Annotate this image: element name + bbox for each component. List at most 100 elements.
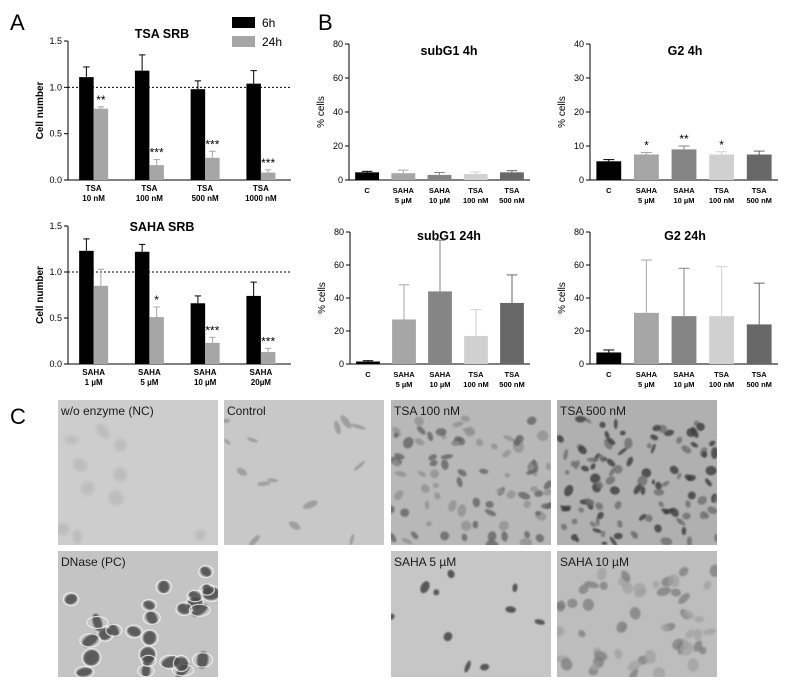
bar-1: [392, 319, 416, 364]
cell: [614, 648, 623, 660]
legend-label-24h: 24h: [262, 35, 282, 49]
cell: [613, 418, 618, 430]
cell-halo: [140, 629, 159, 647]
cell: [590, 663, 599, 671]
x-tick-label: 100 nM: [463, 196, 488, 205]
x-tick-label: TSA: [469, 370, 485, 379]
cell: [690, 442, 699, 448]
cell: [108, 624, 120, 637]
bar-6h-0: [79, 250, 94, 364]
cell: [633, 583, 647, 596]
cell: [630, 530, 638, 539]
cell: [58, 522, 70, 536]
cell: [578, 507, 585, 513]
y-tick-label: 0.0: [49, 359, 62, 369]
y-axis-label: % cells: [317, 282, 328, 314]
cell: [177, 603, 191, 615]
cell: [498, 520, 509, 531]
cell: [646, 443, 652, 449]
cell: [670, 588, 681, 597]
cell: [448, 500, 457, 512]
cell: [678, 519, 682, 524]
significance-label: ***: [261, 334, 275, 348]
x-tick-label: SAHA: [138, 368, 161, 377]
cell: [564, 469, 570, 475]
cell: [557, 626, 565, 637]
bar-24h-1: [149, 165, 164, 180]
cell: [96, 423, 110, 439]
cell: [64, 435, 79, 445]
cell: [685, 500, 691, 508]
cell: [681, 526, 687, 536]
chart-title: TSA SRB: [135, 27, 189, 41]
x-tick-label: 100 nM: [463, 380, 488, 389]
cell: [114, 438, 127, 452]
cell: [505, 606, 517, 613]
cell: [420, 484, 430, 493]
y-tick-label: 40: [574, 39, 584, 49]
cell: [540, 503, 551, 509]
cell: [661, 508, 670, 514]
cell: [604, 430, 610, 439]
micrograph-tile: DNase (PC): [58, 551, 218, 677]
cell: [461, 533, 468, 542]
bar-0: [596, 352, 622, 364]
cell: [433, 589, 440, 596]
bar-6h-2: [190, 303, 206, 364]
x-tick-label: TSA: [752, 370, 768, 379]
y-tick-label: 0.5: [49, 313, 62, 323]
cell: [202, 583, 212, 596]
cell: [617, 447, 628, 456]
bar-4: [500, 302, 524, 364]
legend-swatch-6h: [232, 17, 255, 28]
cell: [340, 415, 352, 429]
micrograph-cells: [58, 423, 207, 544]
cell: [425, 520, 432, 527]
cell: [585, 498, 593, 506]
cell: [394, 490, 404, 501]
cell: [621, 570, 631, 582]
cell: [523, 500, 531, 509]
cell: [575, 415, 586, 423]
cell: [557, 435, 564, 443]
y-tick-label: 60: [334, 260, 344, 270]
bar-24h-2: [205, 157, 220, 180]
y-tick-label: 1.0: [49, 267, 62, 277]
x-tick-label: TSA: [714, 370, 730, 379]
significance-label: ***: [205, 323, 219, 337]
cell: [440, 531, 450, 541]
cell: [534, 490, 544, 497]
cell-halo: [142, 610, 161, 625]
cell: [519, 538, 533, 545]
micrograph-tile: TSA 500 nM: [557, 400, 717, 545]
micrograph-cells: [557, 415, 717, 545]
cell: [668, 574, 680, 588]
x-tick-label: 500 nM: [192, 194, 219, 203]
cell: [696, 422, 705, 431]
cell: [429, 459, 438, 467]
bar-3: [464, 335, 488, 364]
cell: [701, 451, 708, 458]
chart-title: SAHA SRB: [130, 220, 195, 234]
cell: [592, 528, 602, 533]
cell: [580, 465, 590, 472]
cell: [678, 566, 689, 577]
x-tick-label: SAHA: [250, 368, 273, 377]
cell: [564, 485, 574, 497]
cell: [656, 586, 672, 597]
bar-24h-0: [93, 285, 109, 364]
x-tick-label: SAHA: [673, 370, 695, 379]
cell: [563, 449, 569, 461]
cell: [491, 443, 498, 450]
x-tick-label: 5 µM: [638, 380, 655, 389]
x-tick-label: 20µM: [251, 378, 272, 387]
cell: [127, 626, 141, 637]
cell: [560, 505, 571, 512]
cell: [443, 631, 453, 642]
cell: [578, 445, 587, 455]
cell: [427, 431, 434, 442]
cell: [440, 454, 454, 460]
